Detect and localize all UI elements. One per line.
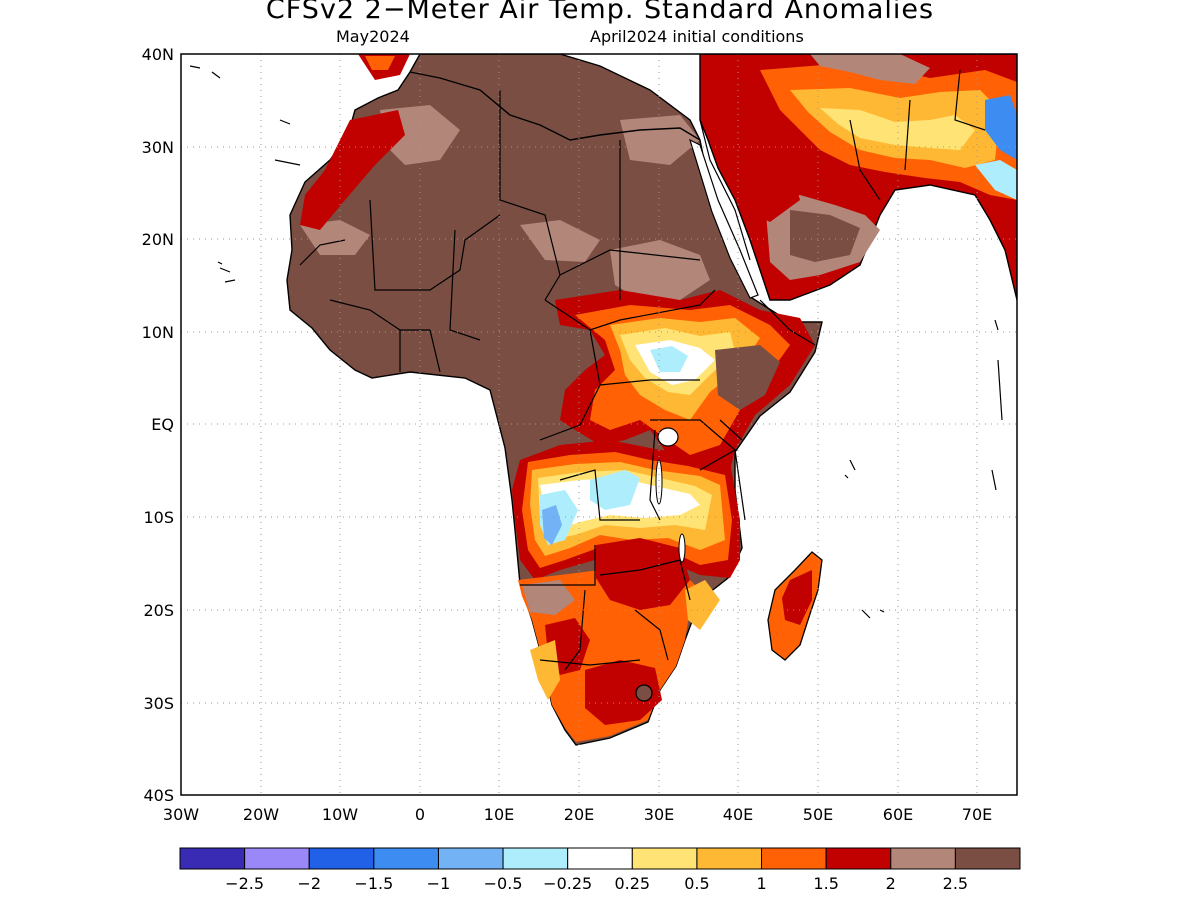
longitude-axis: 30W 20W 10W 0 10E 20E 30E 40E 50E 60E 70… xyxy=(163,805,992,824)
asia-brown-anomaly xyxy=(810,54,930,84)
lat-tick-label: 30S xyxy=(143,694,174,713)
lat-tick-label: 10N xyxy=(142,323,174,342)
lake-malawi xyxy=(678,533,686,563)
himalaya-weak-cool-anomaly xyxy=(975,160,1017,200)
sahara-light-patch-4 xyxy=(610,240,710,300)
colorbar-swatch xyxy=(696,847,763,870)
lat-tick-label: 20S xyxy=(143,601,174,620)
lon-tick-label: 30W xyxy=(163,805,199,824)
morocco-red-anomaly xyxy=(300,110,405,230)
colorbar-swatch xyxy=(308,847,375,870)
lon-tick-label: 20W xyxy=(243,805,279,824)
lon-tick-label: 40E xyxy=(723,805,753,824)
colorbar-label: −0.5 xyxy=(484,874,523,893)
colorbar-swatch xyxy=(567,847,633,870)
mozambique-light-orange-anomaly xyxy=(685,580,720,630)
country-borders xyxy=(299,69,986,671)
sahara-light-patch-3 xyxy=(520,220,600,262)
mediterranean-orange-anomaly xyxy=(365,56,395,70)
map-frame xyxy=(180,53,1018,796)
lake-victoria xyxy=(657,427,679,447)
colorbar-swatch xyxy=(825,847,892,870)
valid-month-label: May2024 xyxy=(336,27,410,46)
southern-africa-light-orange-anomaly xyxy=(530,640,560,700)
lon-tick-label: 20E xyxy=(564,805,594,824)
latitude-axis: 40N 30N 20N 10N EQ 10S 20S 30S 40S xyxy=(142,45,174,805)
namibia-coast-brown-anomaly xyxy=(522,580,575,615)
lat-tick-label: 30N xyxy=(142,138,174,157)
south-africa-red-anomaly xyxy=(585,660,662,725)
lesotho xyxy=(635,684,653,702)
colorbar-label: 0.5 xyxy=(684,874,709,893)
angola-cool-anomaly xyxy=(542,505,562,545)
zambia-red-anomaly xyxy=(596,538,690,610)
colorbar: −2.5 −2 −1.5 −1 −0.5 −0.25 0.25 0.5 1 1.5 2 2.5 xyxy=(179,847,1021,893)
lat-tick-label: 40S xyxy=(143,786,174,805)
map-title: CFSv2 2−Meter Air Temp. Standard Anomali… xyxy=(265,0,935,25)
colorbar-label: 1 xyxy=(756,874,766,893)
lon-tick-label: 50E xyxy=(803,805,833,824)
asia-yellow-anomaly xyxy=(820,108,975,150)
lat-tick-label: 10S xyxy=(143,508,174,527)
colorbar-label: 2.5 xyxy=(943,874,968,893)
mediterranean-coast xyxy=(409,71,701,141)
colorbar-swatch xyxy=(502,847,569,870)
lon-tick-label: 70E xyxy=(962,805,992,824)
lon-tick-label: 30E xyxy=(644,805,674,824)
himalaya-cool-anomaly xyxy=(985,95,1017,160)
lon-tick-label: 10E xyxy=(484,805,514,824)
colorbar-swatch xyxy=(179,847,246,870)
lat-tick-label: 40N xyxy=(142,45,174,64)
lat-tick-label: EQ xyxy=(151,415,174,434)
colorbar-label: −1 xyxy=(427,874,451,893)
lake-tanganyika xyxy=(655,459,663,505)
colorbar-swatch xyxy=(373,847,439,870)
red-sea xyxy=(689,138,759,299)
lon-tick-label: 60E xyxy=(883,805,913,824)
arabia-deep-brown-anomaly xyxy=(790,210,860,262)
colorbar-swatch xyxy=(631,847,698,870)
colorbar-swatch xyxy=(244,847,310,870)
lat-tick-label: 20N xyxy=(142,230,174,249)
colorbar-label: 0.25 xyxy=(614,874,650,893)
africa-landmass xyxy=(286,54,823,746)
egypt-red-anomaly xyxy=(735,160,800,222)
madagascar-red-anomaly xyxy=(782,570,812,625)
south-sudan-cool-anomaly xyxy=(650,346,688,372)
colorbar-label: −1.5 xyxy=(354,874,393,893)
colorbar-label: −2 xyxy=(297,874,321,893)
colorbar-label: 1.5 xyxy=(813,874,838,893)
colorbar-label: 2 xyxy=(886,874,896,893)
colorbar-swatch xyxy=(954,847,1021,870)
lon-tick-label: 10W xyxy=(322,805,358,824)
colorbar-swatch xyxy=(437,847,504,870)
colorbar-swatch xyxy=(890,847,956,870)
init-conditions-label: April2024 initial conditions xyxy=(590,27,804,46)
ethiopia-brown-anomaly xyxy=(715,345,780,410)
islands xyxy=(189,65,1003,619)
graticule xyxy=(181,54,1017,795)
colorbar-swatch xyxy=(761,847,827,870)
drc-weak-cool-anomaly xyxy=(590,470,640,510)
colorbar-label: −0.25 xyxy=(543,874,592,893)
colorbar-label: −2.5 xyxy=(225,874,264,893)
lon-tick-label: 0 xyxy=(415,805,425,824)
